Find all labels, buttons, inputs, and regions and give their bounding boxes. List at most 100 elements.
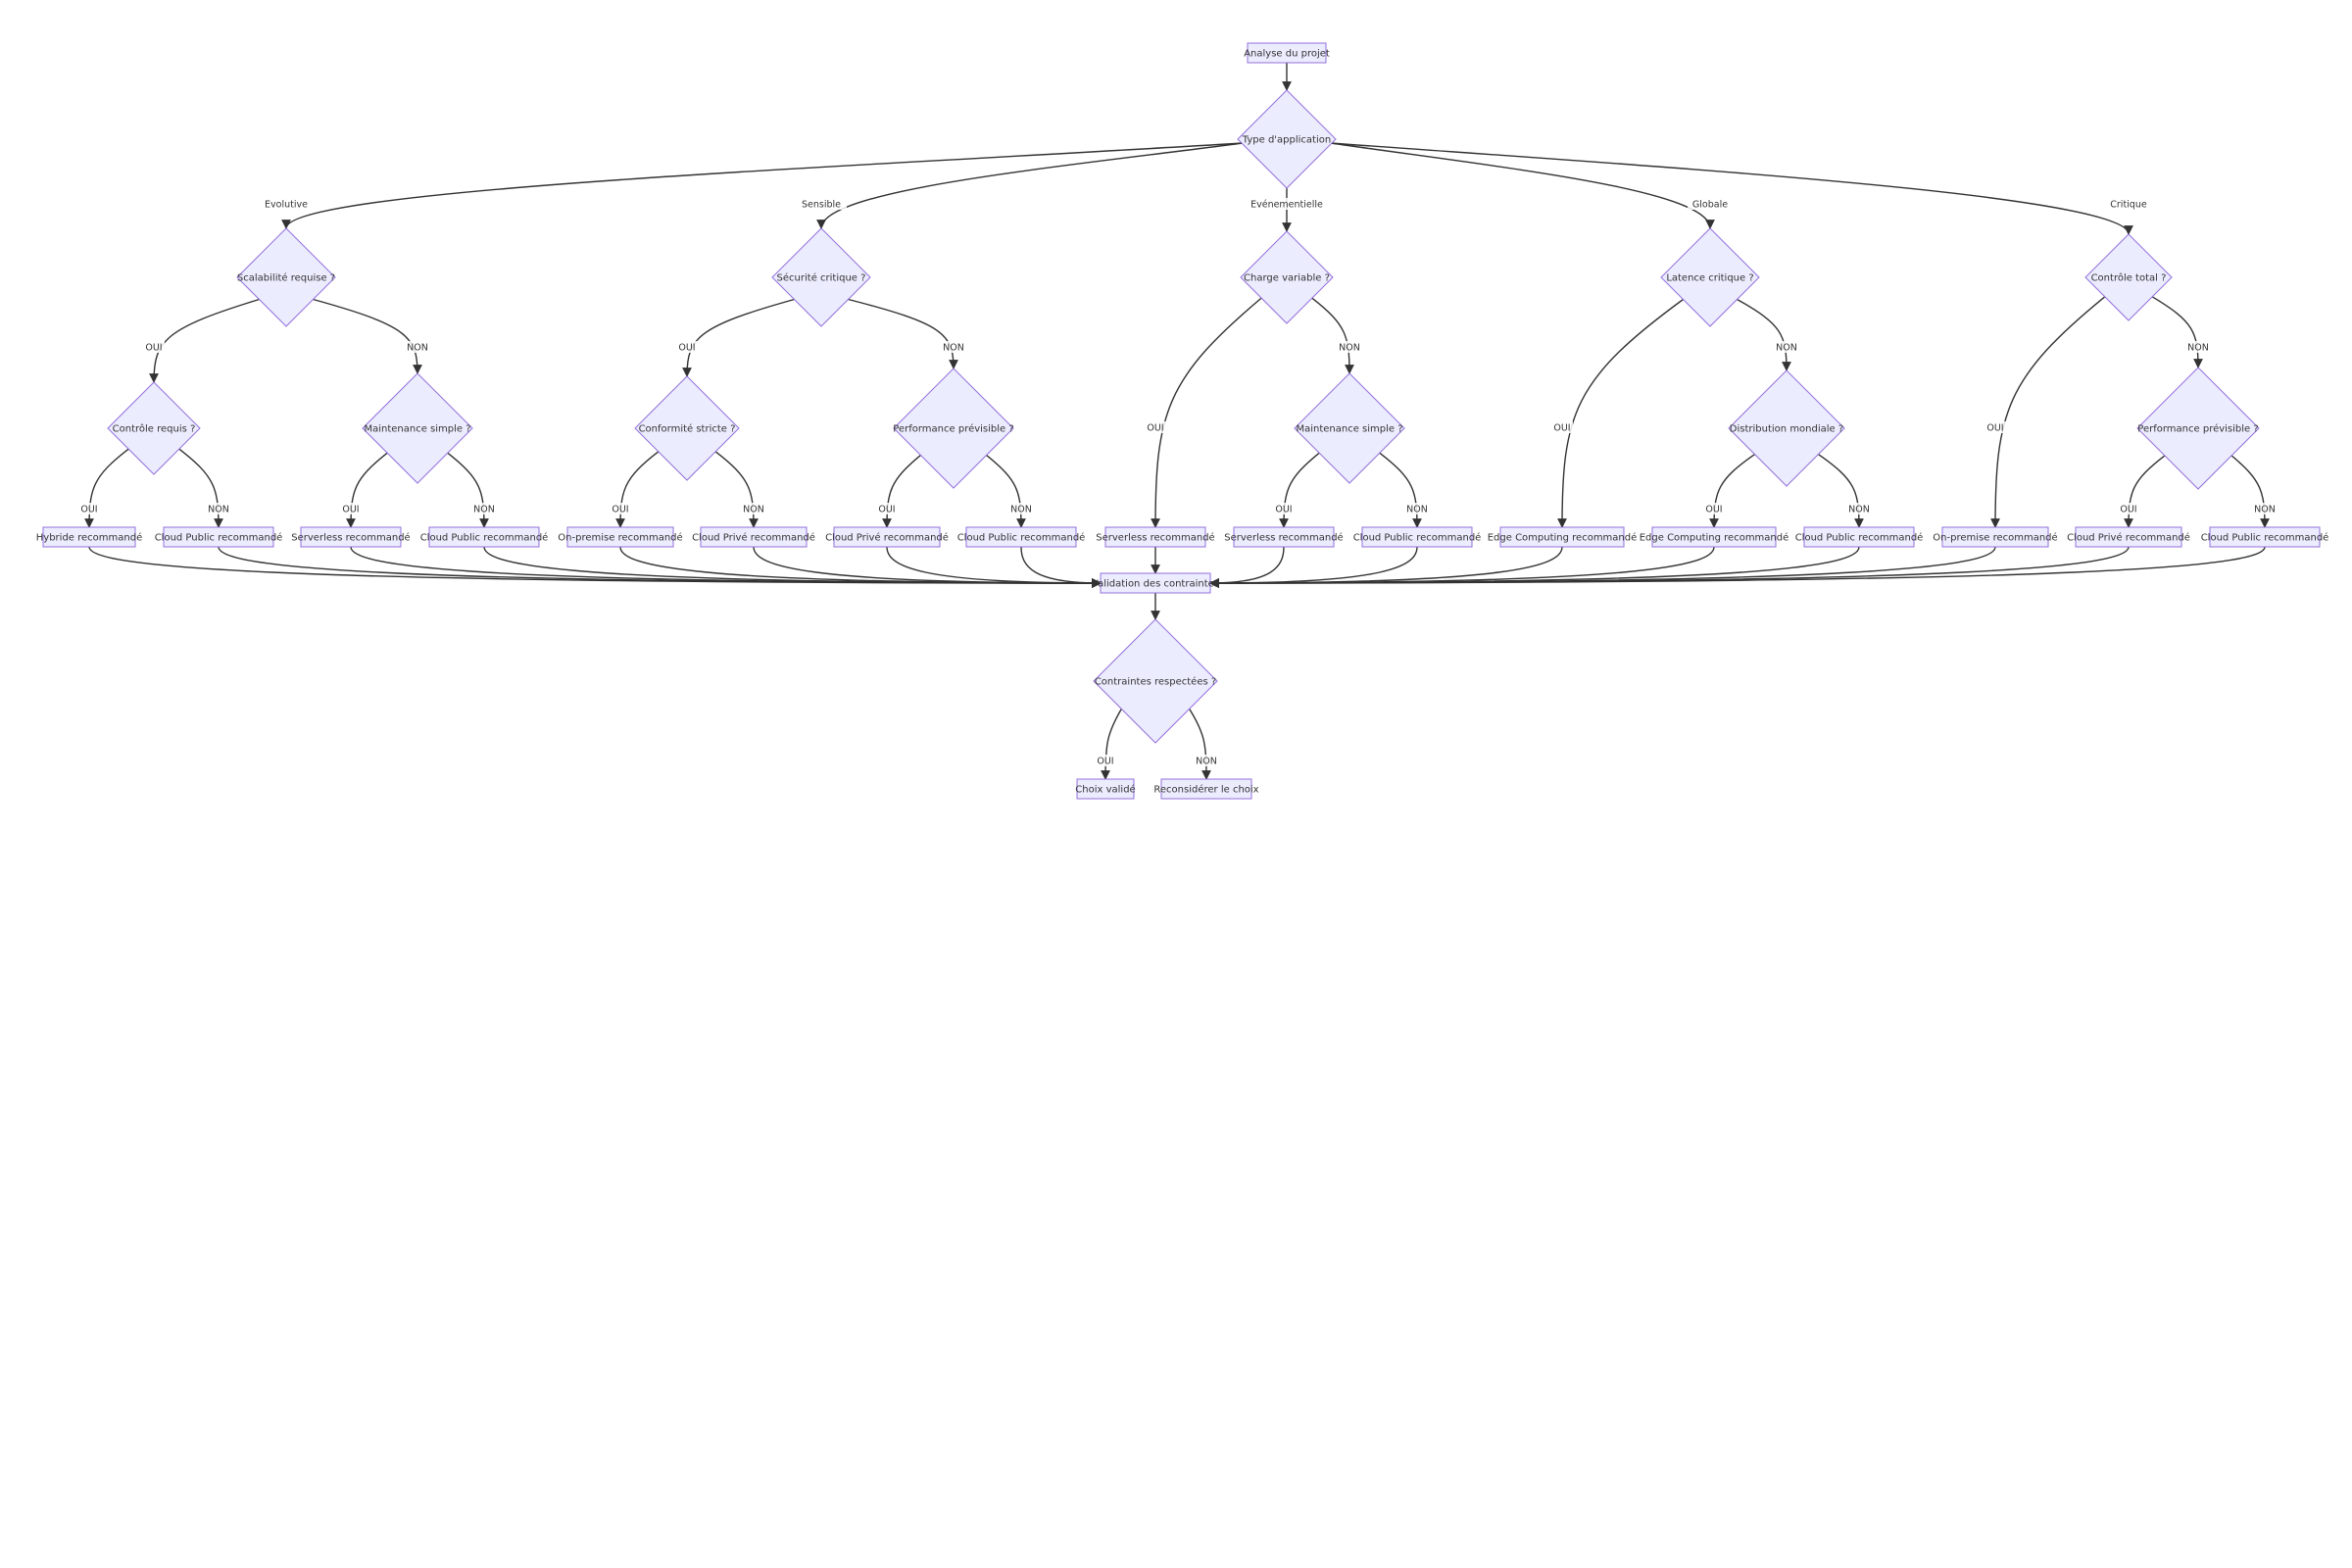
node-label: Contrôle total ? — [2091, 272, 2167, 284]
edge-label-text: Evolutive — [265, 200, 308, 211]
edge-label-background — [796, 198, 847, 210]
node-label: Choix validé — [1075, 784, 1135, 796]
edge-label-text: NON — [743, 505, 764, 515]
node-d1b: Maintenance simple ? — [362, 372, 473, 484]
decision-diamond — [2084, 233, 2173, 321]
edge-label-text: NON — [1010, 505, 1032, 515]
edge-l11-validation — [1209, 546, 1418, 588]
node-l11: Cloud Public recommandé — [1353, 526, 1481, 548]
edge-label-text: NON — [1776, 343, 1797, 354]
process-box — [428, 526, 540, 548]
node-d3: Charge variable ? — [1240, 230, 1334, 324]
node-label: Cloud Public recommandé — [420, 532, 549, 544]
edge-label-text: OUI — [1553, 423, 1570, 434]
edge-label-text: NON — [2254, 505, 2276, 515]
edge-label-sensible: Sensible — [796, 198, 847, 211]
process-box — [2209, 526, 2321, 548]
edge-label-non: NON — [1339, 341, 1360, 354]
edge-label-background — [1406, 503, 1428, 514]
edge-label-non: NON — [1196, 755, 1217, 767]
process-box — [1361, 526, 1473, 548]
edge-label-background — [1848, 503, 1870, 514]
edge-label-evolutive: Evolutive — [258, 198, 315, 211]
edge-d2a-l5 — [615, 451, 660, 528]
edge-label-oui: OUI — [143, 341, 165, 354]
decision-diamond — [107, 381, 201, 475]
edge-label-background — [143, 341, 165, 353]
edge-d2b-l8 — [986, 454, 1026, 528]
edge-d2-d2b — [848, 298, 958, 369]
edge-label-evenementielle: Evénementielle — [1244, 198, 1330, 211]
node-l15: On-premise recommandé — [1933, 526, 2058, 548]
process-box — [700, 526, 808, 548]
node-d3b: Maintenance simple ? — [1294, 372, 1405, 484]
edge-label-background — [208, 503, 229, 514]
node-label: Maintenance simple ? — [1296, 424, 1402, 435]
decision-diamond — [1660, 227, 1760, 327]
edge-l10-validation — [1209, 546, 1285, 588]
edge-check-retry — [1189, 708, 1211, 780]
node-l8: Cloud Public recommandé — [957, 526, 1086, 548]
process-box — [2075, 526, 2182, 548]
edge-label-non: NON — [943, 341, 964, 354]
edge-label-non: NON — [473, 503, 495, 515]
edge-label-non: NON — [407, 341, 428, 354]
edge-label-non: NON — [743, 503, 764, 515]
edge-label-text: Critique — [2110, 200, 2147, 211]
node-label: Scalabilité requise ? — [237, 272, 335, 284]
node-l17: Cloud Public recommandé — [2201, 526, 2328, 548]
edge-label-oui: OUI — [340, 503, 362, 515]
edge-label-background — [1688, 198, 1733, 210]
process-box — [833, 526, 941, 548]
edge-label-text: OUI — [342, 505, 359, 515]
node-label: On-premise recommandé — [558, 532, 682, 544]
node-d2: Sécurité critique ? — [771, 227, 871, 327]
node-d5b: Performance prévisible ? — [2136, 367, 2260, 490]
node-ok: Choix validé — [1075, 778, 1136, 800]
edge-label-text: OUI — [145, 343, 162, 354]
edge-label-background — [258, 198, 315, 210]
edge-label-oui: OUI — [78, 503, 100, 515]
edge-label-background — [340, 503, 362, 514]
edge-d3b-l10 — [1279, 452, 1320, 528]
edge-label-text: NON — [1406, 505, 1428, 515]
edge-label-globale: Globale — [1688, 198, 1733, 211]
node-validation: Validation des contraintes — [1092, 572, 1219, 594]
node-l4: Cloud Public recommandé — [420, 526, 549, 548]
edge-label-non: NON — [2254, 503, 2276, 515]
edge-label-text: OUI — [678, 343, 695, 354]
process-box — [965, 526, 1077, 548]
edge-d4-d4b — [1737, 298, 1791, 371]
edge-l6-validation — [753, 546, 1102, 588]
edge-check-ok — [1101, 708, 1122, 780]
node-l6: Cloud Privé recommandé — [692, 526, 815, 548]
edge-d1-d1a — [149, 298, 260, 383]
node-label: Cloud Public recommandé — [1795, 532, 1924, 544]
edge-l17-validation — [1209, 546, 2266, 588]
edge-label-text: Sensible — [802, 200, 841, 211]
decision-diamond — [236, 227, 336, 327]
edge-d4b-l14 — [1818, 453, 1864, 528]
node-label: Charge variable ? — [1244, 273, 1330, 284]
decision-diamond — [1728, 369, 1845, 487]
process-box — [163, 526, 274, 548]
edge-d3b-l11 — [1379, 452, 1422, 528]
node-l14: Cloud Public recommandé — [1795, 526, 1924, 548]
node-label: Cloud Public recommandé — [957, 532, 1086, 544]
edge-label-text: OUI — [612, 505, 628, 515]
edge-label-oui: OUI — [676, 341, 698, 354]
edge-label-non: NON — [208, 503, 229, 515]
edge-label-background — [2254, 503, 2276, 514]
edge-label-text: NON — [943, 343, 964, 354]
node-type: Type d'application — [1237, 89, 1337, 189]
edge-label-oui: OUI — [1984, 421, 2006, 434]
process-box — [1941, 526, 2049, 548]
node-label: Serverless recommandé — [1096, 532, 1214, 544]
edge-l12-validation — [1209, 546, 1563, 588]
decision-diamond — [2136, 367, 2260, 490]
edge-label-non: NON — [1848, 503, 1870, 515]
edge-d2b-l7 — [882, 454, 921, 528]
node-label: Hybride recommandé — [36, 532, 142, 544]
edge-l2-validation — [218, 546, 1102, 588]
edge-label-text: OUI — [80, 505, 97, 515]
